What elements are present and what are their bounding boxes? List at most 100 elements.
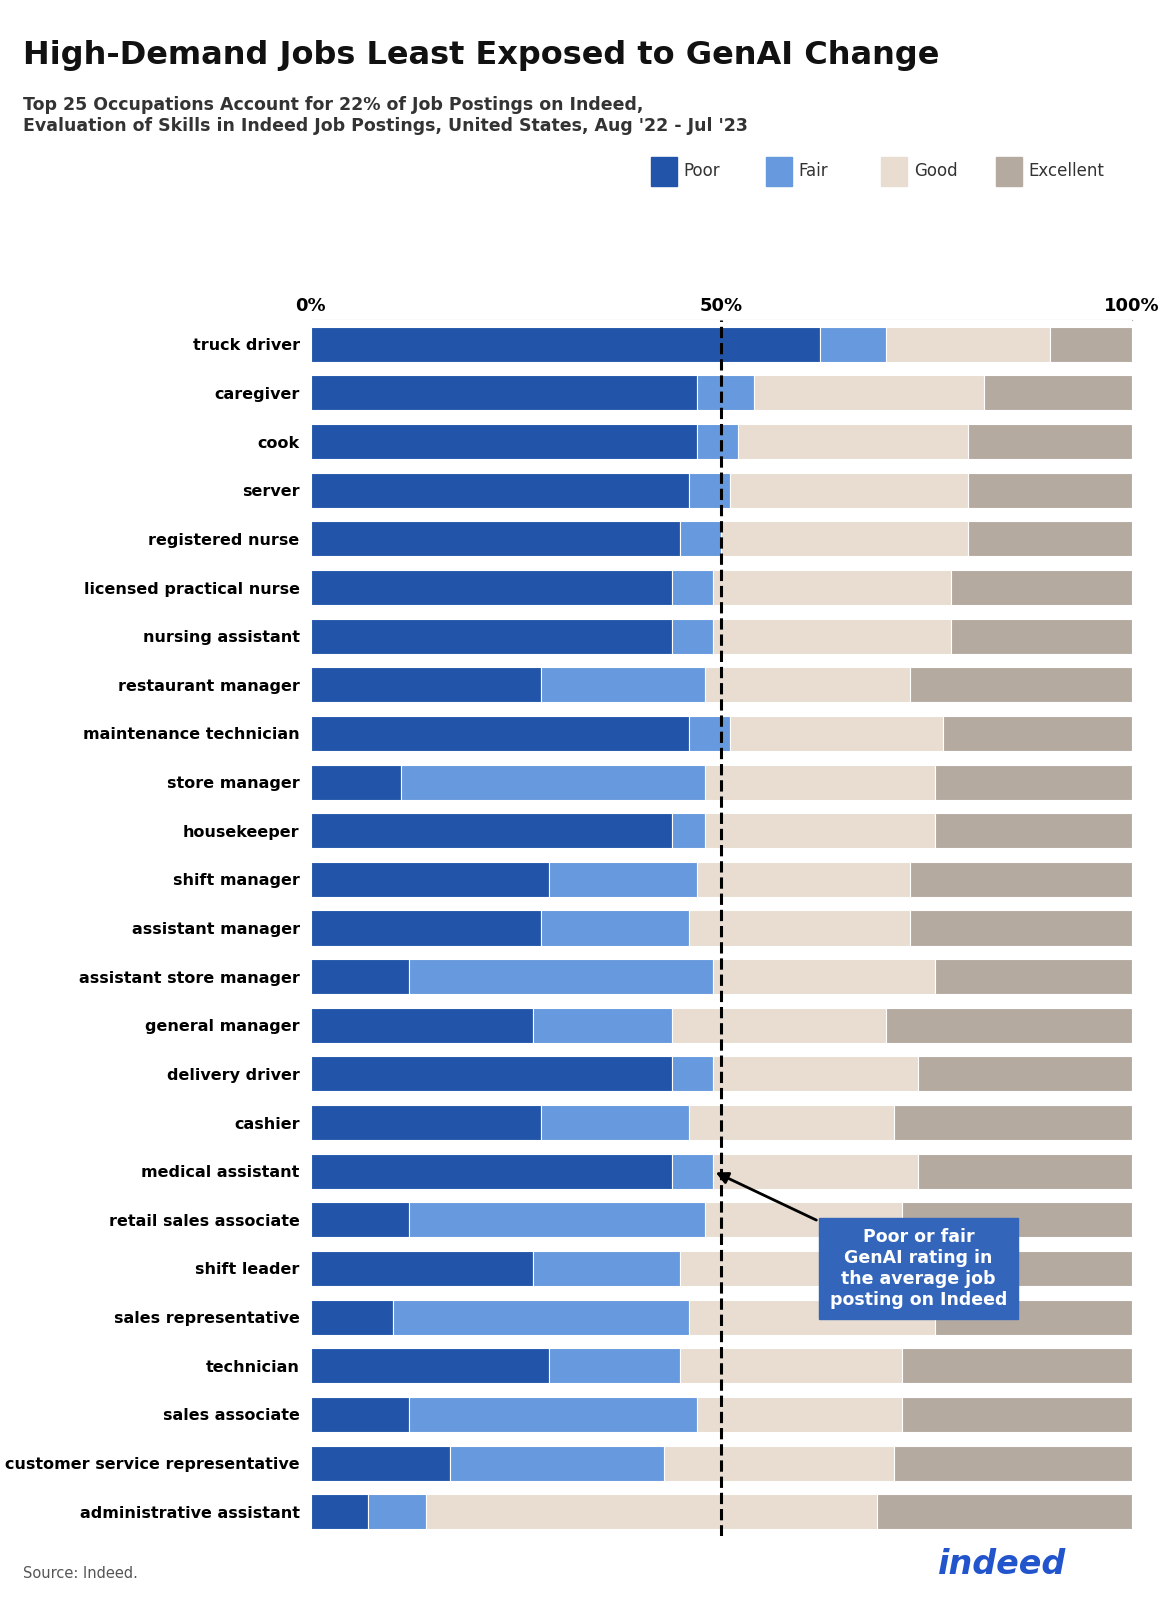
Bar — [311, 715, 689, 750]
Bar — [368, 1494, 426, 1530]
Bar — [902, 1202, 1132, 1237]
Bar — [713, 619, 951, 654]
Bar — [672, 1008, 886, 1043]
Bar — [311, 570, 672, 605]
Text: Poor or fair
GenAI rating in
the average job
posting on Indeed: Poor or fair GenAI rating in the average… — [719, 1173, 1008, 1309]
Bar — [533, 1008, 672, 1043]
Bar — [311, 667, 541, 702]
Text: Source: Indeed.: Source: Indeed. — [23, 1566, 138, 1581]
Bar — [311, 1202, 409, 1237]
Bar — [697, 376, 754, 411]
Bar — [311, 1494, 368, 1530]
Bar — [533, 1251, 680, 1286]
Bar — [541, 910, 689, 946]
Bar — [680, 1349, 902, 1384]
Bar — [426, 1494, 877, 1530]
Bar — [697, 1397, 902, 1432]
Bar — [910, 910, 1132, 946]
Bar — [968, 472, 1132, 507]
Bar — [311, 376, 697, 411]
Bar — [311, 958, 409, 994]
Bar — [935, 813, 1132, 848]
Bar — [705, 813, 935, 848]
Bar — [820, 326, 886, 362]
Bar — [311, 910, 541, 946]
Text: Excellent: Excellent — [1029, 162, 1105, 181]
Bar — [672, 813, 705, 848]
Bar — [754, 376, 984, 411]
Bar — [689, 910, 910, 946]
Bar — [713, 1056, 918, 1091]
Bar — [311, 813, 672, 848]
Bar — [450, 1445, 664, 1480]
Bar — [697, 862, 910, 898]
Text: Poor: Poor — [684, 162, 720, 181]
Bar — [705, 1202, 902, 1237]
Bar — [672, 1154, 713, 1189]
Bar — [409, 958, 713, 994]
Text: indeed: indeed — [938, 1547, 1066, 1581]
Bar — [311, 1251, 533, 1286]
Bar — [311, 1397, 409, 1432]
Bar — [968, 522, 1132, 557]
Bar — [672, 619, 713, 654]
Bar — [409, 1397, 697, 1432]
Bar — [393, 1299, 689, 1334]
Bar — [877, 1494, 1132, 1530]
Bar — [886, 1008, 1132, 1043]
Bar — [541, 667, 705, 702]
Bar — [311, 326, 820, 362]
Bar — [672, 1056, 713, 1091]
Bar — [689, 715, 730, 750]
Bar — [713, 570, 951, 605]
Bar — [951, 619, 1132, 654]
Bar — [951, 570, 1132, 605]
Bar — [894, 1445, 1132, 1480]
Bar — [910, 862, 1132, 898]
Bar — [689, 1299, 935, 1334]
Bar — [713, 958, 935, 994]
Text: Good: Good — [914, 162, 957, 181]
Bar — [311, 1008, 533, 1043]
Bar — [311, 424, 697, 459]
Bar — [1050, 326, 1132, 362]
Bar — [401, 765, 705, 800]
Bar — [311, 1349, 549, 1384]
Bar — [918, 1154, 1132, 1189]
Bar — [943, 715, 1132, 750]
Bar — [705, 765, 935, 800]
Bar — [549, 862, 697, 898]
Bar — [409, 1202, 705, 1237]
Bar — [935, 1299, 1132, 1334]
Bar — [721, 522, 968, 557]
Bar — [984, 376, 1132, 411]
Bar — [680, 1251, 877, 1286]
Bar — [877, 1251, 1132, 1286]
Bar — [886, 326, 1050, 362]
Bar — [311, 1445, 450, 1480]
Bar — [311, 522, 680, 557]
Bar — [713, 1154, 918, 1189]
Bar — [541, 1106, 689, 1141]
Bar — [672, 570, 713, 605]
Bar — [311, 619, 672, 654]
Text: Top 25 Occupations Account for 22% of Job Postings on Indeed,
Evaluation of Skil: Top 25 Occupations Account for 22% of Jo… — [23, 96, 748, 134]
Bar — [689, 1106, 894, 1141]
Bar — [549, 1349, 680, 1384]
Bar — [311, 1154, 672, 1189]
Text: Fair: Fair — [799, 162, 828, 181]
Bar — [311, 1056, 672, 1091]
Bar — [730, 715, 943, 750]
Bar — [902, 1349, 1132, 1384]
Bar — [935, 958, 1132, 994]
Bar — [311, 1106, 541, 1141]
Bar — [738, 424, 968, 459]
Text: High-Demand Jobs Least Exposed to GenAI Change: High-Demand Jobs Least Exposed to GenAI … — [23, 40, 940, 70]
Bar — [894, 1106, 1132, 1141]
Bar — [902, 1397, 1132, 1432]
Bar — [730, 472, 968, 507]
Bar — [910, 667, 1132, 702]
Bar — [311, 862, 549, 898]
Bar — [697, 424, 738, 459]
Bar — [968, 424, 1132, 459]
